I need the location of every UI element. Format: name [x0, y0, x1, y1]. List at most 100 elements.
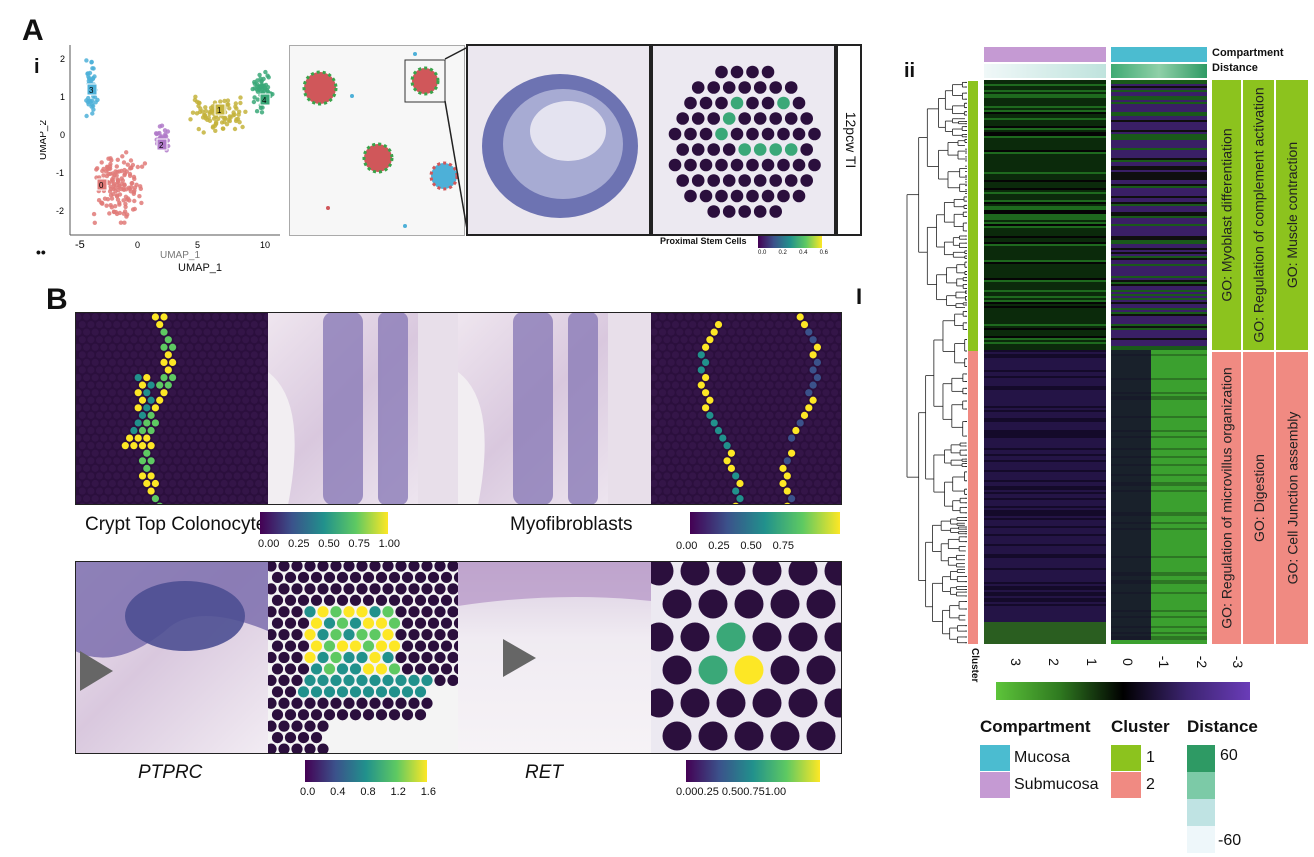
myo-tick: 0.25: [708, 540, 730, 552]
umap-point: [157, 124, 163, 129]
spot: [100, 404, 108, 412]
heatmap-row: [984, 160, 1106, 162]
spot: [714, 411, 723, 419]
spot: [775, 396, 783, 404]
umap-point: [109, 196, 115, 201]
heatmap-row: [984, 208, 1106, 210]
heatmap-row: [984, 468, 1106, 470]
spot: [757, 442, 766, 450]
spot: [194, 479, 202, 488]
spot: [330, 629, 342, 641]
spot: [91, 404, 99, 412]
spot: [212, 313, 220, 321]
spot: [229, 419, 237, 427]
heatmap-row: [984, 568, 1106, 570]
heatmap-row: [1111, 578, 1207, 580]
spot: [775, 472, 783, 480]
spot: [734, 655, 764, 685]
spot: [143, 373, 151, 382]
spot: [336, 594, 349, 606]
hm-tick: -2: [1194, 655, 1211, 669]
tissue-section: [362, 142, 394, 174]
spot: [805, 434, 813, 442]
heatmap-row: [1111, 238, 1207, 240]
go-band: GO: Regulation of microvillus organizati…: [1212, 352, 1242, 644]
legend-swatch-cluster1: [1111, 745, 1141, 771]
spot: [100, 495, 108, 503]
spot: [194, 464, 202, 472]
spot: [100, 449, 108, 457]
spot: [813, 313, 821, 321]
spot: [676, 313, 684, 321]
heatmap-row: [984, 594, 1106, 596]
spot: [792, 457, 800, 465]
spot: [667, 343, 675, 351]
spot: [792, 502, 800, 505]
spot: [809, 411, 817, 419]
spot: [263, 449, 268, 457]
heatmap-row: [984, 500, 1106, 502]
spot: [138, 320, 147, 329]
heatmap-row: [1111, 208, 1207, 210]
spot: [732, 502, 740, 505]
spot: [121, 351, 129, 359]
heatmap-row: [1111, 348, 1207, 350]
spot: [676, 404, 684, 412]
umap-point: [109, 158, 114, 163]
heatmap-row: [1111, 178, 1207, 180]
umap-xlabel: UMAP_1: [178, 262, 223, 274]
spot: [117, 373, 125, 382]
umap-point: [122, 172, 127, 178]
spot: [659, 313, 667, 321]
spot: [220, 358, 228, 367]
spot: [356, 606, 368, 618]
spot: [723, 472, 731, 480]
umap-point: [121, 160, 127, 165]
heatmap-row: [1111, 554, 1207, 556]
spot: [278, 674, 290, 686]
spot: [250, 411, 258, 419]
spot: [207, 411, 215, 419]
spot: [727, 479, 735, 488]
spot: [199, 426, 207, 435]
spot: [75, 495, 82, 503]
umap-point: [138, 184, 143, 189]
spot: [216, 366, 224, 374]
spot: [304, 697, 316, 709]
heatmap-row: [984, 416, 1106, 418]
spot: [271, 709, 284, 721]
heatmap-row: [1111, 138, 1207, 140]
heatmap-row: [1111, 594, 1207, 596]
spot: [749, 442, 757, 450]
heatmap-row: [1111, 560, 1207, 562]
spot: [453, 640, 458, 652]
spot: [408, 720, 420, 732]
legend-swatch-submucosa: [980, 772, 1010, 798]
spot: [242, 426, 250, 435]
heatmap-right-svg: [1111, 80, 1207, 644]
spot: [654, 457, 662, 465]
heatmap-row: [1111, 288, 1207, 290]
spot: [769, 112, 782, 125]
spot: [181, 381, 190, 389]
spot: [156, 502, 164, 505]
slide-overview: [289, 45, 465, 236]
go-term: GO: Cell Junction assembly: [1284, 411, 1301, 585]
heatmap-row: [1111, 328, 1207, 330]
spot: [749, 351, 757, 359]
spot: [769, 205, 782, 218]
spot: [835, 457, 842, 465]
spot: [421, 697, 433, 709]
spot: [78, 381, 86, 389]
heatmap-row: [1111, 202, 1207, 204]
spot: [194, 373, 202, 382]
spot: [246, 343, 254, 351]
spot: [304, 651, 316, 664]
heatmap-row: [984, 234, 1106, 236]
heatmap-row: [984, 114, 1106, 116]
spot: [156, 396, 164, 404]
spot: [242, 366, 250, 374]
spot: [242, 487, 250, 495]
spot: [242, 396, 250, 404]
spot: [181, 472, 190, 480]
